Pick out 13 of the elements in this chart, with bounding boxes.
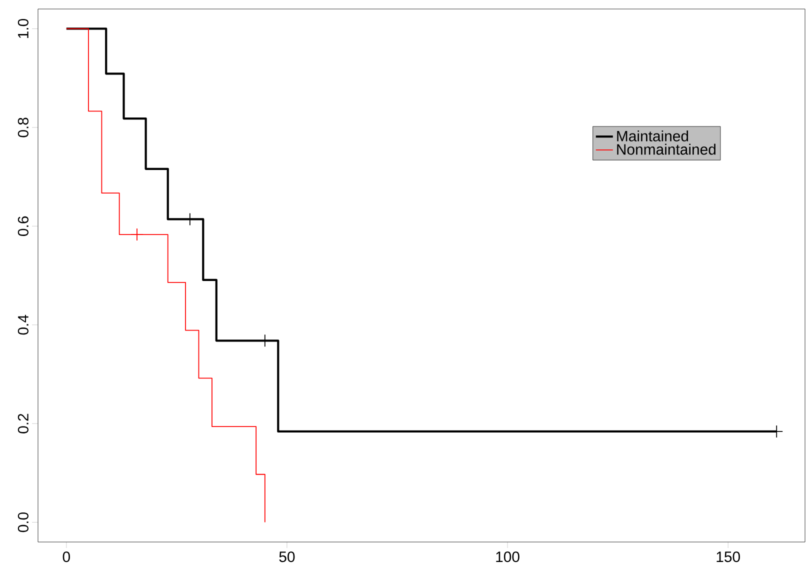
y-tick-label: 1.0	[18, 18, 28, 38]
legend-label: Nonmaintained	[617, 144, 716, 155]
x-tick-label: 100	[496, 552, 520, 562]
x-tick-label: 0	[62, 552, 70, 562]
y-tick-label: 0.6	[18, 216, 28, 236]
y-tick-label: 0.0	[18, 512, 28, 532]
y-tick-label: 0.8	[18, 118, 28, 138]
x-tick-label: 150	[716, 552, 740, 562]
point	[130, 228, 144, 241]
legend-label: Maintained	[617, 130, 688, 142]
x-tick-label: 50	[279, 552, 295, 562]
y-tick-label: 0.4	[18, 314, 28, 335]
y-tick-label: 0.2	[18, 414, 28, 434]
